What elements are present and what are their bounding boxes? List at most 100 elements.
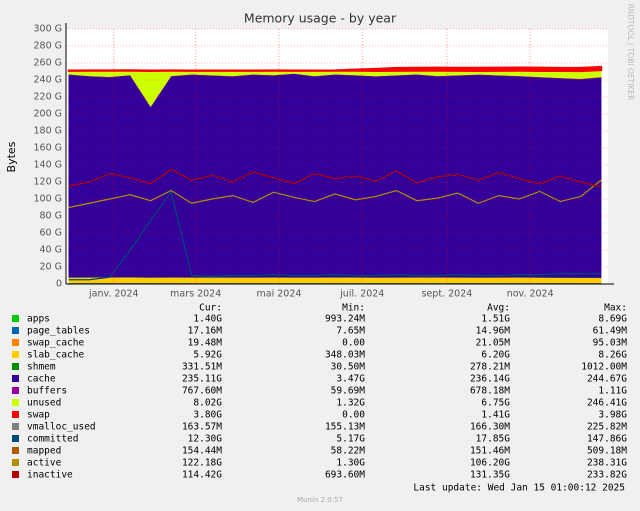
legend-header: Avg: xyxy=(487,303,510,314)
series-line xyxy=(68,179,602,209)
legend-stat: 767.60M xyxy=(182,386,222,397)
legend-stat: 17.85G xyxy=(476,434,511,445)
legend-stat: 993.24M xyxy=(325,314,365,325)
y-tick-label: 260 G xyxy=(33,58,62,69)
legend-stat: 5.92G xyxy=(193,350,222,361)
legend-stat: 678.18M xyxy=(470,386,510,397)
legend-stat: 59.69M xyxy=(331,386,366,397)
legend-stat: 225.82M xyxy=(587,422,627,433)
legend-header: Cur: xyxy=(199,303,222,314)
legend-stat: 0.00 xyxy=(342,338,365,349)
legend-swatch xyxy=(12,351,19,358)
legend-stat: 163.57M xyxy=(182,422,222,433)
legend-swatch xyxy=(12,435,19,442)
legend-stat: 1.41G xyxy=(481,410,510,421)
legend-swatch xyxy=(12,387,19,394)
legend-stat: 246.41G xyxy=(587,398,627,409)
legend-name: swap xyxy=(27,410,50,421)
legend-stat: 6.75G xyxy=(481,398,510,409)
legend-stat: 19.48M xyxy=(188,338,223,349)
legend-name: vmalloc_used xyxy=(27,422,96,433)
legend-stat: 17.16M xyxy=(188,326,223,337)
y-tick-label: 240 G xyxy=(33,75,62,86)
legend-name: cache xyxy=(27,374,56,385)
y-tick-label: 300 G xyxy=(33,24,62,35)
legend-swatch xyxy=(12,447,19,454)
legend-stat: 3.47G xyxy=(336,374,365,385)
legend-stat: 95.03M xyxy=(593,338,628,349)
legend-swatch xyxy=(12,459,19,466)
legend-stat: 8.69G xyxy=(598,314,627,325)
legend-name: slab_cache xyxy=(27,350,84,361)
legend-swatch xyxy=(12,411,19,418)
legend-stat: 236.14G xyxy=(470,374,510,385)
legend-stat: 12.30G xyxy=(188,434,223,445)
legend-stat: 235.11G xyxy=(182,374,222,385)
legend-stat: 58.22M xyxy=(331,446,366,457)
legend-stat: 5.17G xyxy=(336,434,365,445)
legend-stat: 509.18M xyxy=(587,446,627,457)
y-tick-label: 180 G xyxy=(33,126,62,137)
legend-stat: 154.44M xyxy=(182,446,222,457)
legend-stat: 278.21M xyxy=(470,362,510,373)
y-tick-label: 220 G xyxy=(33,92,62,103)
legend-stat: 14.96M xyxy=(476,326,511,337)
watermark: RRDTOOL / TOBI OETIKER xyxy=(626,4,635,101)
legend-stat: 1.30G xyxy=(336,458,365,469)
last-update: Last update: Wed Jan 15 01:00:12 2025 xyxy=(413,483,625,494)
legend-name: shmem xyxy=(27,362,56,373)
legend-stat: 1.40G xyxy=(193,314,222,325)
legend-stat: 233.82G xyxy=(587,470,627,481)
legend-stat: 1.11G xyxy=(598,386,627,397)
y-tick-label: 100 G xyxy=(33,194,62,205)
legend-header: Min: xyxy=(342,303,365,314)
legend-stat: 151.46M xyxy=(470,446,510,457)
y-tick-label: 280 G xyxy=(33,41,62,52)
legend-stat: 61.49M xyxy=(593,326,628,337)
legend-stat: 6.20G xyxy=(481,350,510,361)
chart-title: Memory usage - by year xyxy=(244,11,397,26)
legend-stat: 3.80G xyxy=(193,410,222,421)
legend-stat: 3.98G xyxy=(598,410,627,421)
legend-name: active xyxy=(27,458,62,469)
legend-name: apps xyxy=(27,314,50,325)
y-tick-label: 60 G xyxy=(40,228,62,239)
stacked-area xyxy=(67,65,603,73)
legend-stat: 1.51G xyxy=(481,314,510,325)
y-tick-label: 0 xyxy=(56,279,62,290)
legend-name: inactive xyxy=(27,470,73,481)
x-tick-label: nov. 2024 xyxy=(507,289,554,300)
legend-stat: 1.32G xyxy=(336,398,365,409)
y-tick-label: 40 G xyxy=(40,245,62,256)
footer: Munin 2.0.57 xyxy=(297,496,343,504)
legend-name: committed xyxy=(27,434,78,445)
legend-stat: 7.65M xyxy=(336,326,365,337)
y-tick-label: 20 G xyxy=(40,262,62,273)
legend-stat: 122.18G xyxy=(182,458,222,469)
x-tick-label: janv. 2024 xyxy=(88,289,139,300)
legend-stat: 21.05M xyxy=(476,338,511,349)
legend-name: mapped xyxy=(27,446,61,457)
legend-swatch xyxy=(12,315,19,322)
legend-swatch xyxy=(12,339,19,346)
y-tick-label: 80 G xyxy=(40,211,62,222)
legend-swatch xyxy=(12,363,19,370)
x-tick-label: mars 2024 xyxy=(170,289,221,300)
series-line xyxy=(68,168,602,188)
legend-name: page_tables xyxy=(27,326,90,337)
legend-stat: 131.35G xyxy=(470,470,510,481)
legend-stat: 244.67G xyxy=(587,374,627,385)
legend-stat: 106.20G xyxy=(470,458,510,469)
legend-stat: 166.30M xyxy=(470,422,510,433)
legend-stat: 147.86G xyxy=(587,434,627,445)
legend-stat: 8.02G xyxy=(193,398,222,409)
legend-header: Max: xyxy=(604,303,627,314)
series-line xyxy=(68,190,602,281)
legend-stat: 8.26G xyxy=(598,350,627,361)
legend-name: swap_cache xyxy=(27,338,84,349)
legend-swatch xyxy=(12,471,19,478)
y-tick-label: 140 G xyxy=(33,160,62,171)
legend-swatch xyxy=(12,399,19,406)
legend-stat: 0.00 xyxy=(342,410,365,421)
